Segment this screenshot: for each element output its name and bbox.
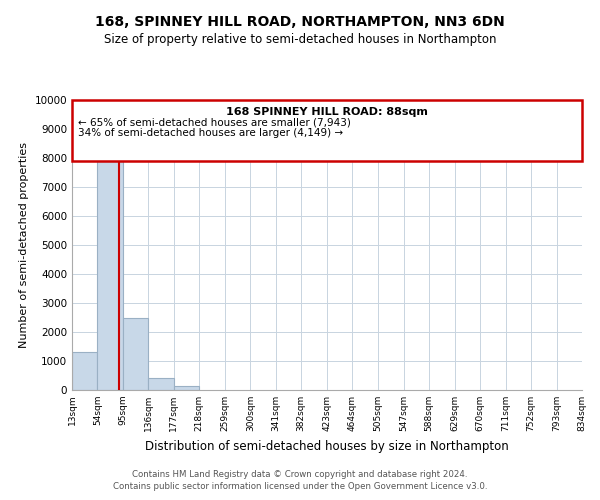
- Text: ← 65% of semi-detached houses are smaller (7,943): ← 65% of semi-detached houses are smalle…: [78, 118, 351, 128]
- Bar: [123, 318, 148, 390]
- Bar: [174, 386, 199, 390]
- Bar: [97, 156, 123, 390]
- Y-axis label: Number of semi-detached properties: Number of semi-detached properties: [19, 142, 29, 348]
- Text: 34% of semi-detached houses are larger (4,149) →: 34% of semi-detached houses are larger (…: [78, 128, 343, 138]
- Bar: [148, 378, 174, 390]
- Text: Contains HM Land Registry data © Crown copyright and database right 2024.: Contains HM Land Registry data © Crown c…: [132, 470, 468, 479]
- Bar: [72, 100, 582, 161]
- Text: Size of property relative to semi-detached houses in Northampton: Size of property relative to semi-detach…: [104, 32, 496, 46]
- Text: 168 SPINNEY HILL ROAD: 88sqm: 168 SPINNEY HILL ROAD: 88sqm: [226, 108, 428, 118]
- Text: 168, SPINNEY HILL ROAD, NORTHAMPTON, NN3 6DN: 168, SPINNEY HILL ROAD, NORTHAMPTON, NN3…: [95, 15, 505, 29]
- Text: Contains public sector information licensed under the Open Government Licence v3: Contains public sector information licen…: [113, 482, 487, 491]
- Bar: [72, 352, 97, 390]
- X-axis label: Distribution of semi-detached houses by size in Northampton: Distribution of semi-detached houses by …: [145, 440, 509, 452]
